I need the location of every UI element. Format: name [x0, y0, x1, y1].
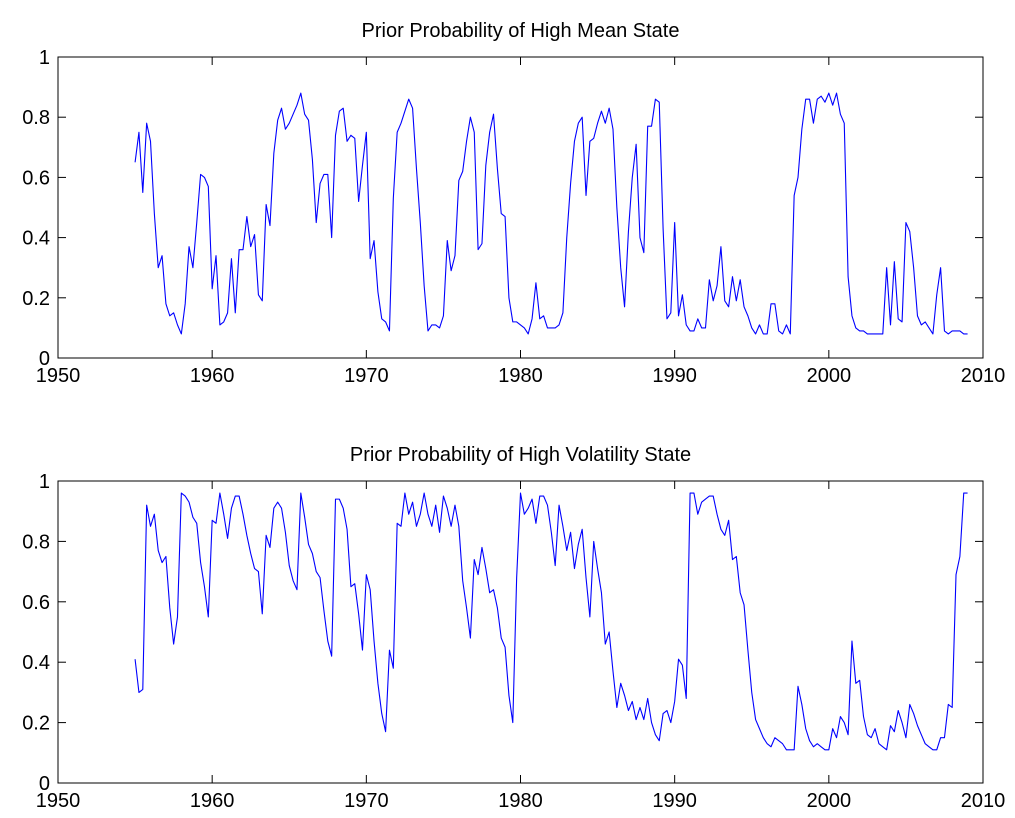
y-tick-label: 0	[39, 773, 50, 795]
y-tick-label: 0.2	[22, 288, 50, 310]
x-tick-label: 2010	[961, 365, 1006, 387]
y-tick-label: 0.6	[22, 592, 50, 614]
y-tick-label: 0	[39, 348, 50, 370]
chart-title: Prior Probability of High Volatility Sta…	[350, 444, 691, 466]
plot-frame	[57, 56, 984, 359]
y-tick-label: 0.8	[22, 107, 50, 129]
data-line	[134, 92, 968, 335]
y-tick-label: 0.4	[22, 652, 50, 674]
x-tick-label: 1950	[36, 365, 81, 387]
x-tick-label: 1980	[498, 365, 543, 387]
x-tick-label: 1980	[498, 790, 543, 812]
y-tick-label: 1	[39, 471, 50, 493]
x-tick-label: 1960	[190, 365, 235, 387]
y-tick-label: 0.6	[22, 167, 50, 189]
x-tick-label: 2000	[807, 365, 852, 387]
y-tick-label: 1	[39, 47, 50, 69]
y-tick-label: 0.2	[22, 713, 50, 735]
x-tick-label: 2000	[807, 790, 852, 812]
data-line	[134, 492, 968, 751]
x-tick-label: 1990	[652, 365, 697, 387]
x-tick-label: 1970	[344, 790, 389, 812]
chart-title: Prior Probability of High Mean State	[362, 20, 680, 42]
x-tick-label: 1970	[344, 365, 389, 387]
x-tick-label: 1950	[36, 790, 81, 812]
x-tick-label: 1960	[190, 790, 235, 812]
x-tick-label: 2010	[961, 790, 1006, 812]
y-tick-label: 0.4	[22, 228, 50, 250]
x-tick-label: 1990	[652, 790, 697, 812]
y-tick-label: 0.8	[22, 531, 50, 553]
